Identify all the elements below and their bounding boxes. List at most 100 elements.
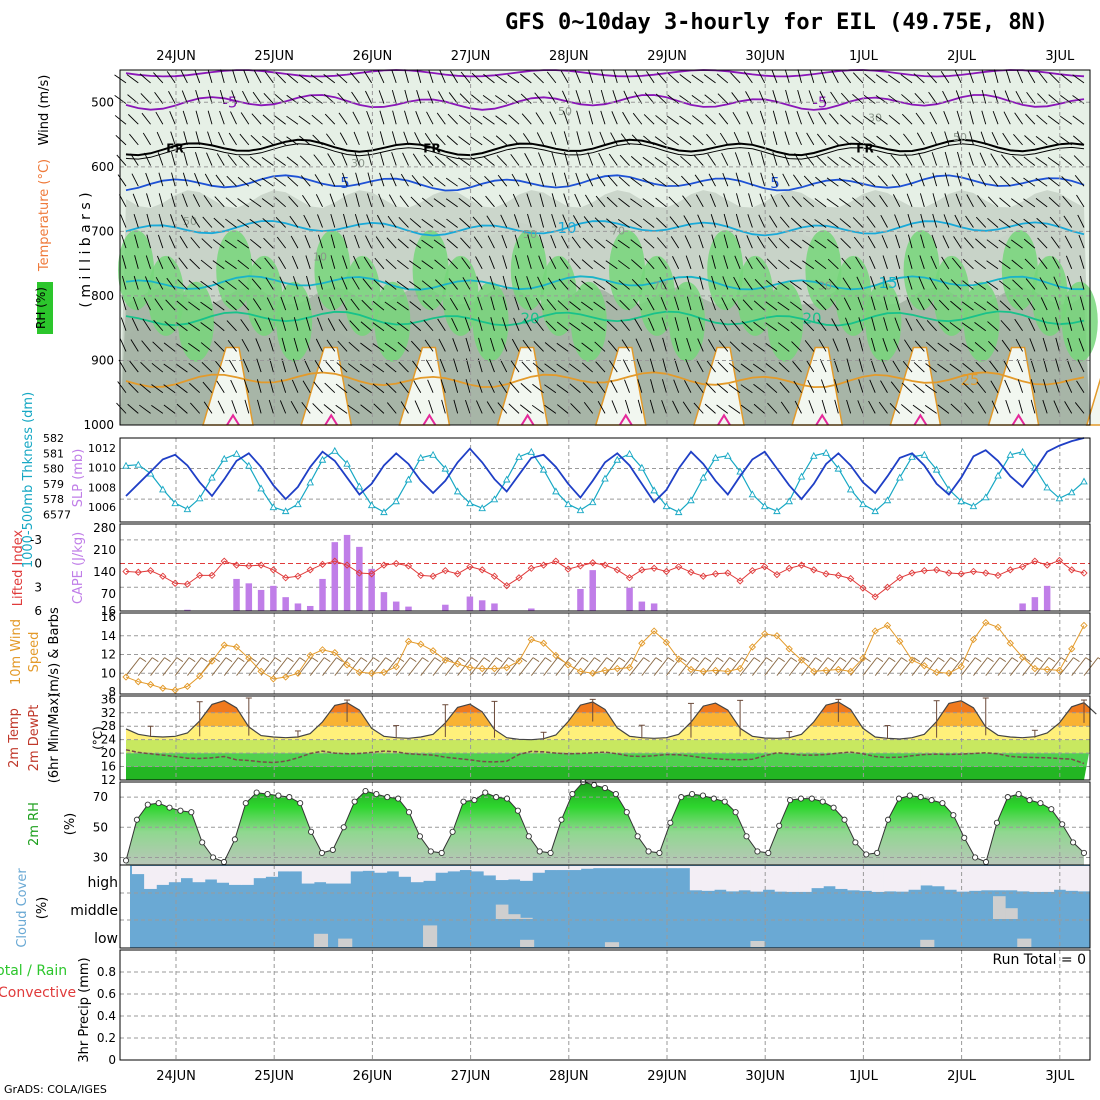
wind-barb	[913, 383, 925, 394]
wind-barb	[558, 278, 569, 290]
wind-barb	[719, 318, 729, 332]
wind-barb	[967, 173, 974, 187]
x-tick-label-top: 25JUN	[254, 49, 294, 64]
high-cloud-gap	[786, 866, 800, 892]
wind-barb	[549, 256, 557, 270]
wind-barb	[175, 342, 188, 352]
wind-barb	[596, 381, 606, 393]
wind-barb	[330, 234, 336, 249]
wind-barb	[202, 216, 213, 228]
li-marker	[441, 567, 449, 575]
slp-marker	[417, 453, 425, 461]
wind-speed-marker	[282, 673, 290, 681]
wind-barb	[968, 69, 974, 84]
wind-barb	[717, 361, 729, 373]
wind-barb	[409, 218, 422, 228]
wind-barb	[759, 193, 766, 207]
wind-barb	[556, 384, 569, 394]
cape-bar	[1043, 585, 1051, 611]
wind-barb	[917, 297, 925, 311]
wind-speed-marker	[368, 669, 376, 677]
wind-barb	[269, 379, 274, 393]
wind-barb-10m	[1059, 657, 1074, 676]
wind-barb	[1016, 358, 1024, 373]
li-marker	[1031, 557, 1039, 565]
high-cloud-gap	[932, 866, 945, 887]
wind-barb	[521, 361, 532, 373]
wind-barb	[685, 358, 692, 373]
wind-barb	[219, 90, 225, 104]
rh-marker	[286, 794, 293, 801]
li-marker	[306, 566, 314, 574]
wind-barb	[710, 214, 716, 228]
wind-barb	[998, 260, 1011, 270]
high-cloud-gap	[689, 866, 703, 891]
wind-barb	[207, 89, 213, 104]
wind-barb	[845, 317, 852, 331]
slp-marker	[404, 475, 413, 483]
wind-barb	[128, 382, 139, 394]
wind-barb	[623, 90, 630, 104]
wind-barb	[662, 337, 667, 352]
wind-barb	[852, 93, 864, 104]
wind-barb	[508, 403, 520, 414]
wind-barb	[673, 276, 680, 290]
high-cloud-gap	[798, 866, 812, 892]
temp-tick-label: 24	[101, 733, 116, 747]
rh-moist-patch	[374, 281, 411, 362]
wind-barb	[981, 110, 987, 125]
precip-tick-label: 0.8	[97, 965, 116, 979]
wind-barb	[596, 174, 606, 187]
wind-barb	[1014, 318, 1023, 332]
wind-barb	[1042, 399, 1048, 414]
wind-barb	[437, 318, 446, 332]
panel-frame-upper	[119, 69, 1091, 426]
surface-temp-30-contour	[913, 413, 928, 426]
wind-barb-10m	[174, 657, 190, 676]
wind-barb	[237, 239, 250, 249]
wind-barb	[1072, 115, 1085, 125]
wind-barb	[278, 256, 287, 270]
wind-barb	[434, 177, 446, 187]
wind-speed-marker	[834, 665, 842, 674]
wind-barb	[142, 318, 151, 332]
wind-barb	[215, 174, 225, 187]
rh-moist-patch	[609, 230, 645, 311]
slp-marker	[159, 485, 167, 493]
wind-barb-10m	[862, 657, 878, 676]
wind-barb	[227, 339, 237, 352]
wind-barb-10m	[985, 657, 1001, 676]
wind-barb	[620, 133, 630, 146]
wind-speed-marker	[748, 643, 757, 651]
wind-barb	[1012, 279, 1023, 290]
wind-barb-feather	[422, 657, 429, 663]
wind-barb	[526, 255, 532, 269]
rh-contour-label: 30	[818, 279, 832, 292]
wind-barb	[274, 177, 286, 187]
wind-barb	[1013, 134, 1023, 146]
wind-barb	[944, 151, 950, 166]
wind-barb-10m	[788, 657, 804, 676]
wind-barb	[213, 217, 225, 228]
wind-barb	[121, 255, 127, 269]
wind-barb-10m	[457, 657, 473, 676]
wind-tick-label: 10	[101, 666, 116, 680]
rh-marker	[297, 800, 304, 807]
wind-barb	[1050, 236, 1060, 249]
wind-barb	[839, 135, 851, 146]
high-cloud-gap	[604, 866, 618, 869]
wind-barb	[315, 194, 323, 208]
wind-barb	[753, 403, 765, 414]
temp-tick-label: 16	[101, 760, 116, 774]
wind-barb	[582, 237, 594, 249]
wind-barb	[255, 338, 262, 352]
wind-barb-10m	[899, 657, 915, 676]
wind-barb	[182, 172, 188, 187]
slp-marker	[527, 447, 536, 455]
cape-tick-label: 70	[101, 587, 116, 601]
wind-barb	[544, 363, 557, 373]
wind-barb	[328, 173, 336, 187]
wind-barb-10m	[629, 657, 644, 676]
slp-marker	[257, 484, 265, 492]
wind-barb	[1010, 219, 1023, 228]
